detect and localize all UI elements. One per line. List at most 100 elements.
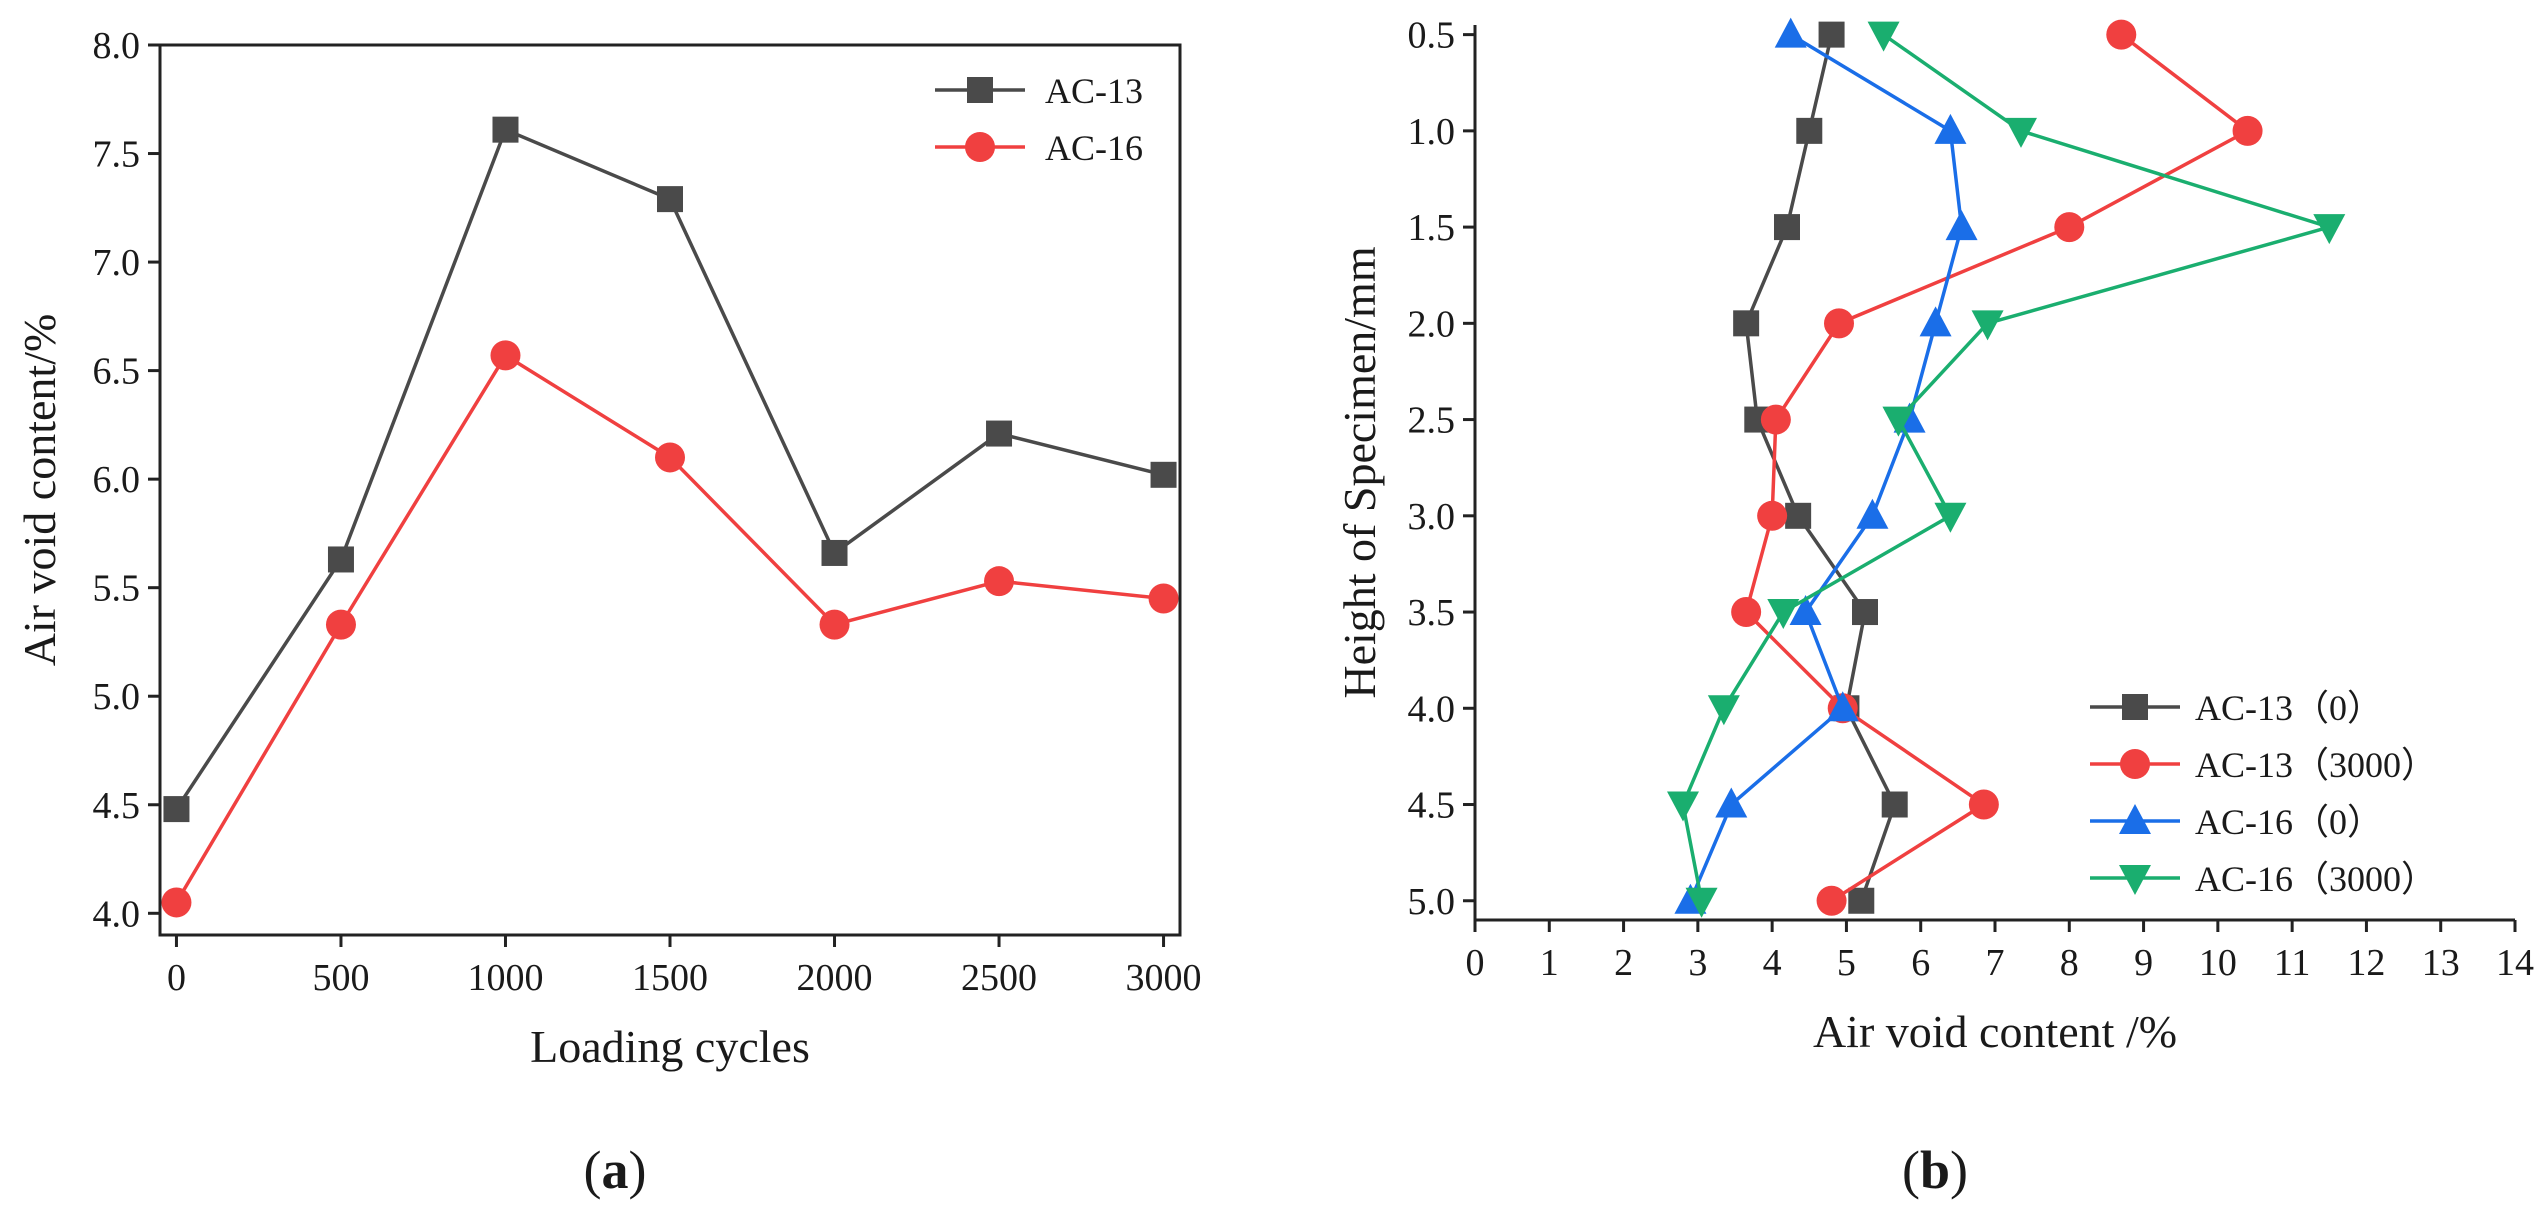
panel-caption-b: (b) [1902,1140,1968,1200]
series-1-point [325,609,356,640]
series-0-point [492,116,519,143]
series-3-point [1934,502,1967,533]
y-tick-label: 4.5 [1408,785,1456,827]
series-1-point [1731,597,1762,628]
series-0-point [1848,887,1875,914]
x-axis-title: Air void content /% [1813,1006,2177,1057]
series-2-point [1715,787,1748,818]
series-1-point [655,442,685,473]
series-1 [161,340,1179,918]
series-0-point [986,420,1013,447]
legend-marker-3 [2119,865,2151,895]
chart-panel-a: 0 500 1000 1500 2000 2500 3000 4.0 4.5 5.0 5.5 6.0 6… [14,25,1202,1072]
panel-caption-b-letter: b [1920,1140,1950,1200]
series-1-point [2054,212,2085,243]
y-tick-label: 5.0 [1408,881,1456,923]
series-2-line [1688,33,1964,902]
y-tick-label: 0.5 [1408,15,1456,57]
series-0-point [1818,21,1845,48]
y-tick-label: 6.5 [93,351,141,393]
y-tick-label: 3.0 [1408,496,1456,538]
legend-marker-0 [2122,694,2148,720]
series-1-point [1824,308,1854,339]
x-tick-label: 6 [1911,942,1930,984]
x-tick-label: 5 [1837,942,1856,984]
legend-marker-2 [2119,804,2151,834]
series-3-point [1767,599,1800,630]
x-tick-label: 3000 [1126,957,1202,999]
series-2-point [1789,595,1822,626]
series-0-point [821,539,848,566]
y-tick-label: 1.0 [1408,111,1456,153]
legend: AC-13 AC-16 [935,71,1143,168]
x-tick-label: 1 [1540,942,1559,984]
y-axis-title: Air void content/% [14,314,65,667]
series-1 [1731,19,2263,916]
series-0-line [1744,34,1897,902]
series-3-point [2005,117,2037,148]
y-tick-label: 2.5 [1408,400,1456,442]
series-3-point [1867,21,1900,52]
y-tick-label: 7.0 [93,242,141,284]
legend: AC-13（0） AC-13（3000） AC-16（0） AC-16（3000） [2090,688,2437,899]
x-axis-title: Loading cycles [530,1021,810,1072]
chart-panel-b: 0 1 2 3 4 5 6 7 8 9 10 11 12 13 140.51.01.52.02.53.03.… [1334,15,2534,1057]
series-0 [163,116,1177,823]
series-0-point [657,186,683,213]
x-tick-label: 0 [1466,942,1485,984]
y-tick-label: 1.5 [1408,207,1456,249]
series-2-point [1826,691,1859,722]
series-3-line [1681,33,2336,902]
series-0-point [1852,599,1878,626]
series-0-point [1785,502,1812,529]
y-tick-label: 7.5 [93,134,141,176]
x-tick-label: 8 [2060,942,2079,984]
x-tick-label: 1000 [467,957,543,999]
series-3-point [1667,791,1699,822]
series-2-point [1774,17,1807,48]
series-3-point [2313,214,2346,245]
series-3-point [1685,887,1718,918]
y-tick-label: 4.0 [93,893,141,935]
series-1-point [2106,19,2137,50]
series-2 [1674,17,1978,914]
series-3-point [1882,406,1915,437]
x-tick-label: 2000 [797,957,873,999]
series-1-point [490,340,521,371]
series-0-point [1796,117,1823,144]
x-tick-label: 11 [2274,942,2311,984]
x-tick-label: 2 [1614,942,1633,984]
series-2-point [1934,113,1967,144]
legend-label-3: AC-16（3000） [2195,859,2437,899]
y-tick-label: 6.0 [93,459,141,501]
y-tick-label: 4.5 [93,785,141,827]
legend-label-0: AC-13（0） [2195,688,2383,728]
x-tick-label: 4 [1763,942,1782,984]
series-1-point [819,609,850,640]
series-2-point [1945,210,1978,241]
legend-label-0: AC-13 [1045,71,1143,111]
legend-label-2: AC-16（0） [2195,802,2383,842]
series-3 [1667,21,2346,918]
x-tick-label: 9 [2134,942,2153,984]
series-3-point [1971,310,2004,341]
x-tick-label: 14 [2496,942,2534,984]
series-1-point [2232,115,2263,146]
legend-marker-1 [965,132,995,162]
x-tick-label: 1500 [632,957,708,999]
series-1-point [1148,583,1179,614]
series-1-point [1968,789,1999,820]
x-tick-label: 500 [312,957,369,999]
y-tick-label: 2.0 [1408,303,1456,345]
series-0-point [1774,214,1800,241]
plot-frame [158,43,1182,937]
series-1-point [1760,404,1791,435]
series-1-point [1816,885,1847,916]
legend-marker-0 [967,77,993,103]
x-tick-label: 7 [1986,942,2005,984]
series-1-point [984,566,1015,597]
x-tick-label: 13 [2422,942,2460,984]
series-1-line [1744,33,2251,903]
